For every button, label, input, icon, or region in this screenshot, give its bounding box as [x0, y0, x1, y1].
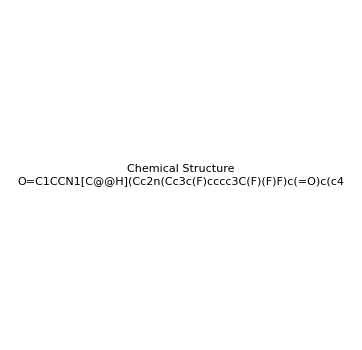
Text: Chemical Structure
O=C1CCN1[C@@H](Cc2n(Cc3c(F)cccc3C(F)(F)F)c(=O)c(c4: Chemical Structure O=C1CCN1[C@@H](Cc2n(C…: [17, 164, 345, 186]
